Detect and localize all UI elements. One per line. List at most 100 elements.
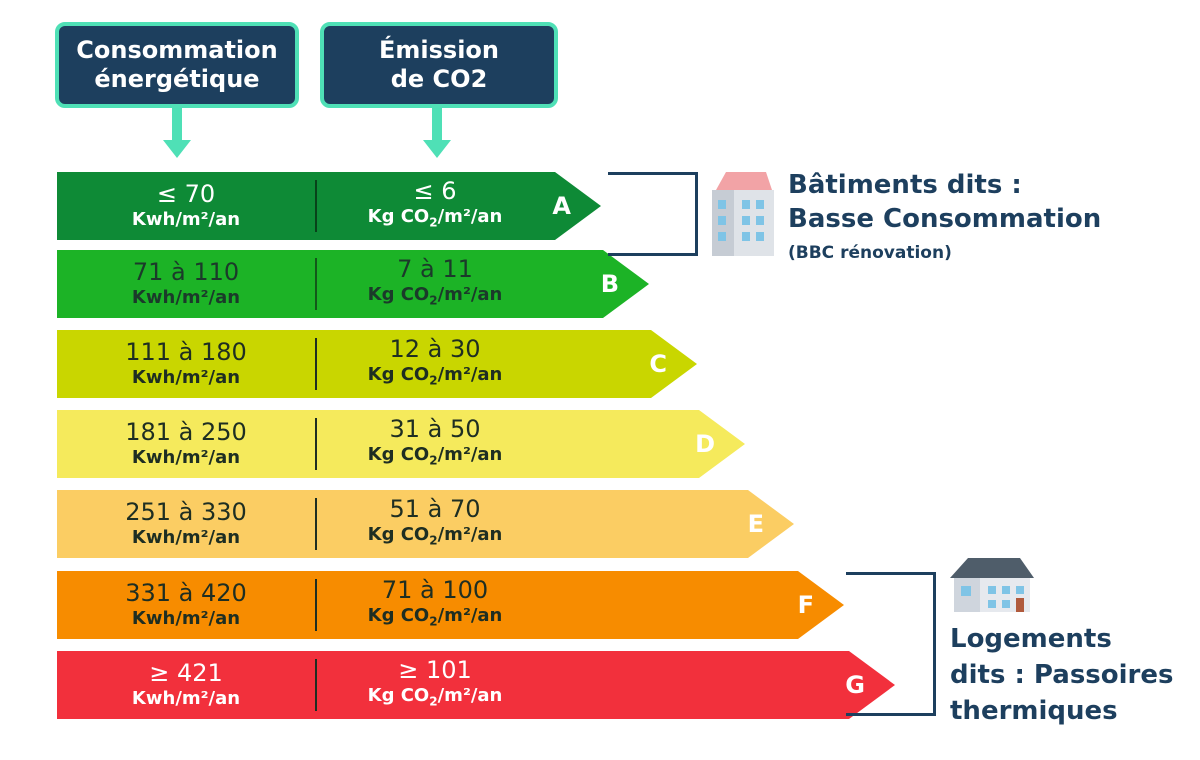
energy-cell: 181 à 250 Kwh/m²/an (57, 410, 315, 478)
co2-unit-subscript: 2 (429, 533, 438, 548)
energy-unit: Kwh/m²/an (131, 607, 241, 629)
class-letter: E (747, 510, 764, 538)
co2-cell: 71 à 100 Kg CO2/m²/an (315, 571, 555, 639)
co2-unit-subscript: 2 (429, 293, 438, 308)
energy-value: 331 à 420 (125, 578, 247, 607)
passoires-title-line3: thermiques (950, 696, 1118, 726)
energy-value: ≥ 421 (149, 658, 223, 687)
passoires-title-line2: dits : Passoires (950, 660, 1174, 690)
co2-emission-header: Émission de CO2 (320, 22, 558, 108)
rating-band-a: ≤ 70 Kwh/m²/an ≤ 6 Kg CO2/m²/an A (57, 172, 601, 240)
co2-emission-header-label: Émission de CO2 (379, 36, 499, 93)
column-divider (315, 180, 317, 232)
energy-value: 111 à 180 (125, 337, 247, 366)
class-letter: B (600, 270, 619, 298)
co2-cell: 7 à 11 Kg CO2/m²/an (315, 250, 555, 318)
co2-unit-prefix: Kg CO (367, 523, 430, 545)
house-icon (950, 558, 1034, 612)
co2-unit: Kg CO2/m²/an (368, 684, 503, 714)
co2-unit-suffix: /m²/an (437, 604, 503, 626)
energy-value: 71 à 110 (132, 257, 240, 286)
co2-unit-prefix: Kg CO (367, 684, 430, 706)
bbc-title-line2: Basse Consommation (788, 204, 1102, 234)
column-divider (315, 579, 317, 631)
class-letter: C (649, 350, 667, 378)
class-letter: G (845, 671, 865, 699)
rating-band-c: 111 à 180 Kwh/m²/an 12 à 30 Kg CO2/m²/an C (57, 330, 697, 398)
energy-arrow-down-icon (163, 140, 191, 158)
energy-unit: Kwh/m²/an (131, 366, 241, 388)
column-divider (315, 258, 317, 310)
co2-unit: Kg CO2/m²/an (368, 443, 503, 473)
co2-unit-prefix: Kg CO (367, 283, 430, 305)
co2-unit: Kg CO2/m²/an (368, 523, 503, 553)
co2-cell: ≤ 6 Kg CO2/m²/an (315, 172, 555, 240)
co2-unit-subscript: 2 (429, 215, 438, 230)
co2-value: 31 à 50 (389, 414, 481, 443)
co2-cell: ≥ 101 Kg CO2/m²/an (315, 651, 555, 719)
co2-value: ≤ 6 (413, 176, 457, 205)
energy-unit: Kwh/m²/an (131, 286, 241, 308)
co2-cell: 12 à 30 Kg CO2/m²/an (315, 330, 555, 398)
rating-band-d: 181 à 250 Kwh/m²/an 31 à 50 Kg CO2/m²/an D (57, 410, 745, 478)
energy-value: ≤ 70 (156, 179, 216, 208)
co2-unit: Kg CO2/m²/an (368, 363, 503, 393)
column-divider (315, 418, 317, 470)
passoires-bracket (846, 572, 936, 716)
energy-consumption-header: Consommation énergétique (55, 22, 299, 108)
energy-consumption-header-label: Consommation énergétique (76, 36, 278, 93)
co2-value: 7 à 11 (397, 254, 473, 283)
passoires-title-line1: Logements (950, 624, 1112, 654)
rating-band-b: 71 à 110 Kwh/m²/an 7 à 11 Kg CO2/m²/an B (57, 250, 649, 318)
energy-cell: 331 à 420 Kwh/m²/an (57, 571, 315, 639)
co2-unit-suffix: /m²/an (437, 443, 503, 465)
co2-arrow-down-icon (423, 140, 451, 158)
co2-arrow-stem (432, 108, 442, 142)
class-letter: F (797, 591, 814, 619)
co2-unit-suffix: /m²/an (437, 523, 503, 545)
energy-cell: 111 à 180 Kwh/m²/an (57, 330, 315, 398)
co2-cell: 31 à 50 Kg CO2/m²/an (315, 410, 555, 478)
bbc-title-line1: Bâtiments dits : (788, 170, 1022, 200)
co2-unit-prefix: Kg CO (367, 205, 430, 227)
co2-unit: Kg CO2/m²/an (368, 604, 503, 634)
co2-unit-subscript: 2 (429, 373, 438, 388)
energy-arrow-stem (172, 108, 182, 142)
co2-unit: Kg CO2/m²/an (368, 205, 503, 235)
co2-value: 12 à 30 (389, 334, 481, 363)
apartment-building-icon (712, 172, 774, 256)
energy-cell: 251 à 330 Kwh/m²/an (57, 490, 315, 558)
co2-value: 71 à 100 (381, 575, 489, 604)
energy-cell: 71 à 110 Kwh/m²/an (57, 250, 315, 318)
energy-unit: Kwh/m²/an (131, 526, 241, 548)
energy-value: 251 à 330 (125, 497, 247, 526)
energy-unit: Kwh/m²/an (131, 446, 241, 468)
co2-cell: 51 à 70 Kg CO2/m²/an (315, 490, 555, 558)
column-divider (315, 498, 317, 550)
column-divider (315, 338, 317, 390)
column-divider (315, 659, 317, 711)
rating-band-g: ≥ 421 Kwh/m²/an ≥ 101 Kg CO2/m²/an G (57, 651, 895, 719)
class-letter: A (552, 192, 571, 220)
co2-value: 51 à 70 (389, 494, 481, 523)
co2-unit-prefix: Kg CO (367, 604, 430, 626)
co2-unit-prefix: Kg CO (367, 363, 430, 385)
co2-unit-suffix: /m²/an (437, 283, 503, 305)
bbc-bracket (608, 172, 698, 256)
co2-unit-subscript: 2 (429, 614, 438, 629)
energy-cell: ≤ 70 Kwh/m²/an (57, 172, 315, 240)
co2-unit: Kg CO2/m²/an (368, 283, 503, 313)
class-letter: D (695, 430, 715, 458)
energy-unit: Kwh/m²/an (131, 687, 241, 709)
co2-unit-suffix: /m²/an (437, 684, 503, 706)
bbc-subtitle: (BBC rénovation) (788, 243, 952, 263)
co2-value: ≥ 101 (398, 655, 472, 684)
co2-unit-subscript: 2 (429, 453, 438, 468)
co2-unit-subscript: 2 (429, 694, 438, 709)
energy-cell: ≥ 421 Kwh/m²/an (57, 651, 315, 719)
rating-band-e: 251 à 330 Kwh/m²/an 51 à 70 Kg CO2/m²/an E (57, 490, 794, 558)
energy-unit: Kwh/m²/an (131, 208, 241, 230)
co2-unit-suffix: /m²/an (437, 363, 503, 385)
rating-band-f: 331 à 420 Kwh/m²/an 71 à 100 Kg CO2/m²/an F (57, 571, 844, 639)
co2-unit-suffix: /m²/an (437, 205, 503, 227)
